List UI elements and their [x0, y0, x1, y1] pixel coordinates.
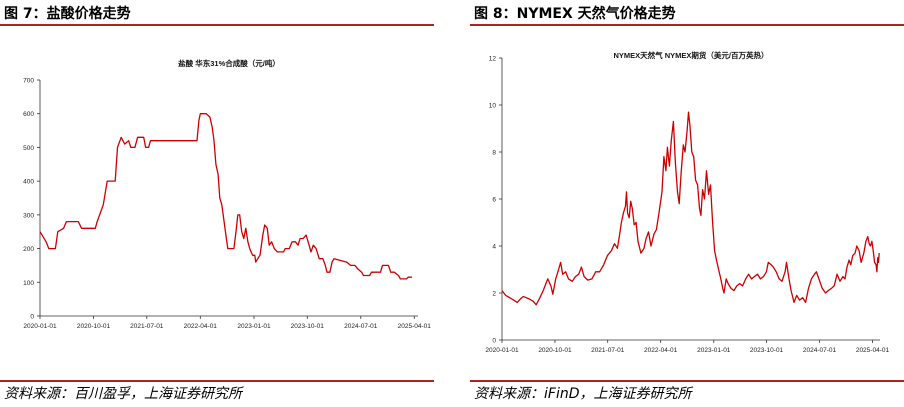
x-tick-label: 2025-04-01: [398, 323, 432, 330]
x-tick-label: 2023-01-01: [697, 347, 731, 354]
x-tick-label: 2021-07-01: [591, 347, 625, 354]
x-tick-label: 2024-07-01: [803, 347, 837, 354]
chart-title: NYMEX天然气 NYMEX期货（美元/百万英热）: [613, 50, 768, 60]
y-tick-label: 4: [492, 244, 496, 251]
x-tick-label: 2020-10-01: [538, 347, 572, 354]
y-tick-label: 2: [492, 291, 496, 298]
figure-title: 图 7：盐酸价格走势: [4, 6, 131, 22]
x-tick-label: 2021-07-01: [130, 323, 164, 330]
source-rule: [0, 380, 434, 382]
y-tick-label: 700: [23, 78, 34, 85]
title-rule: [0, 24, 434, 26]
source-rule: [470, 380, 904, 382]
chart-panel-nymex-natural-gas: 图 8：NYMEX 天然气价格走势 NYMEX天然气 NYMEX期货（美元/百万…: [470, 0, 904, 407]
y-tick-label: 200: [23, 246, 34, 253]
figure-title: 图 8：NYMEX 天然气价格走势: [474, 6, 676, 22]
chart-title: 盐酸 华东31%合成酸（元/吨）: [178, 58, 280, 68]
y-tick-label: 8: [492, 150, 496, 157]
x-tick-label: 2020-01-01: [485, 347, 519, 354]
x-tick-label: 2025-04-01: [856, 347, 890, 354]
y-tick-label: 0: [492, 338, 496, 345]
y-tick-label: 100: [23, 280, 34, 287]
series-line: [39, 113, 412, 280]
x-tick-label: 2023-10-01: [291, 323, 325, 330]
y-tick-label: 300: [23, 212, 34, 219]
x-tick-label: 2022-04-01: [184, 323, 218, 330]
source-note: 资料来源：百川盈孚，上海证券研究所: [4, 386, 242, 402]
x-tick-label: 2023-01-01: [237, 323, 271, 330]
x-tick-label: 2024-07-01: [344, 323, 378, 330]
chart-panel-hydrochloric-acid: 图 7：盐酸价格走势 盐酸 华东31%合成酸（元/吨） 0 100 200 300 400…: [0, 0, 434, 407]
source-note: 资料来源：iFinD，上海证券研究所: [474, 386, 692, 402]
y-tick-label: 500: [23, 145, 34, 152]
y-tick-label: 600: [23, 111, 34, 118]
hydrochloric-acid-price-chart: 盐酸 华东31%合成酸（元/吨） 0 100 200 300 400 500 600 700 20…: [23, 58, 432, 330]
series-line: [501, 111, 880, 306]
y-tick-label: 12: [489, 56, 497, 63]
y-tick-label: 10: [489, 103, 497, 110]
y-tick-label: 6: [492, 197, 496, 204]
y-tick-label: 400: [23, 179, 34, 186]
x-tick-label: 2023-10-01: [750, 347, 784, 354]
title-rule: [470, 24, 904, 26]
y-tick-label: 0: [30, 314, 34, 321]
x-tick-label: 2022-04-01: [644, 347, 678, 354]
nymex-natural-gas-price-chart: NYMEX天然气 NYMEX期货（美元/百万英热） 0 2 4 6 8 10 12 2020-0…: [485, 50, 890, 354]
x-tick-label: 2020-01-01: [23, 323, 57, 330]
x-tick-label: 2020-10-01: [77, 323, 111, 330]
